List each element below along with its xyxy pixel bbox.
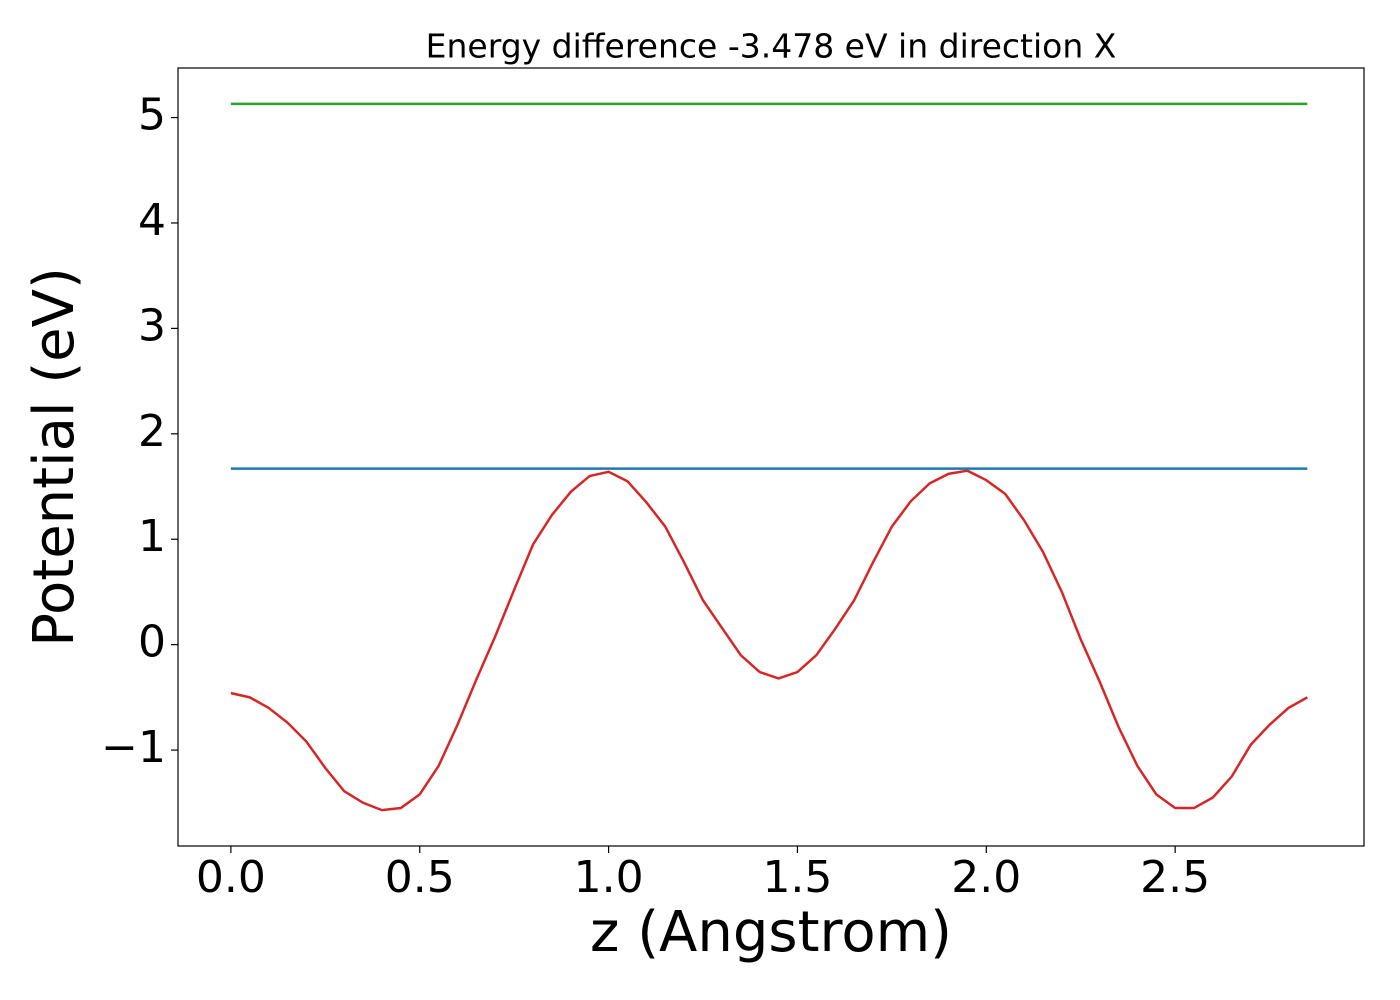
y-tick-label: 5 bbox=[138, 90, 166, 141]
x-tick-label: 2.5 bbox=[1140, 852, 1210, 903]
y-tick-label: 3 bbox=[138, 300, 166, 351]
x-tick-label: 0.0 bbox=[196, 852, 266, 903]
x-tick-label: 1.5 bbox=[762, 852, 832, 903]
y-tick-label: −1 bbox=[101, 722, 166, 773]
x-tick-label: 1.0 bbox=[574, 852, 644, 903]
y-axis-label: Potential (eV) bbox=[22, 267, 87, 647]
series-line bbox=[230, 469, 1308, 812]
y-tick-label: 2 bbox=[138, 406, 166, 457]
x-axis-label: z (Angstrom) bbox=[590, 900, 952, 965]
y-tick-label: 4 bbox=[138, 195, 166, 246]
plot-frame bbox=[177, 67, 1365, 847]
x-tick-label: 0.5 bbox=[385, 852, 455, 903]
x-tick-label: 2.0 bbox=[951, 852, 1021, 903]
y-tick-label: 0 bbox=[138, 617, 166, 668]
chart-title: Energy difference -3.478 eV in direction… bbox=[426, 27, 1117, 66]
y-tick-label: 1 bbox=[138, 511, 166, 562]
